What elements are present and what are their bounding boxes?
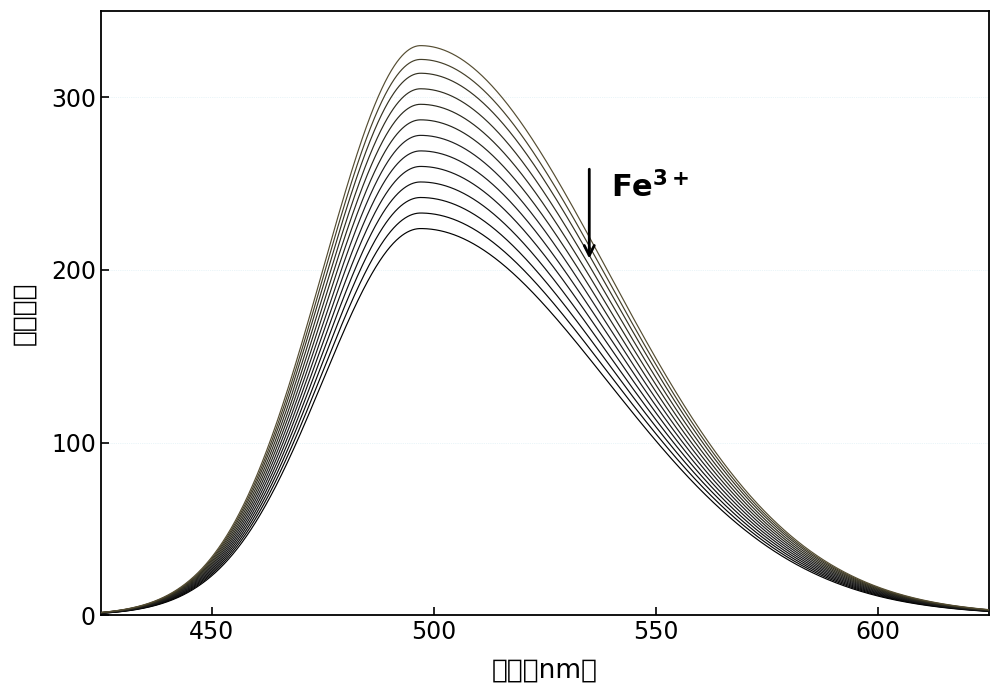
X-axis label: 波长（nm）: 波长（nm） — [492, 658, 598, 684]
Text: $\mathbf{Fe^{3+}}$: $\mathbf{Fe^{3+}}$ — [611, 171, 690, 204]
Y-axis label: 荧光强度: 荧光强度 — [11, 281, 37, 345]
